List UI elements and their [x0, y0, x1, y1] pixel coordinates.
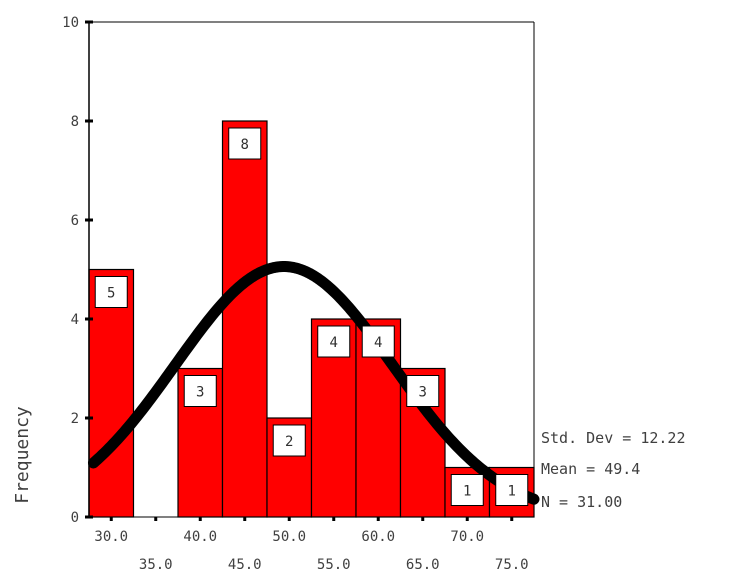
x-tick-label: 55.0 [317, 557, 351, 573]
y-tick-label: 0 [71, 510, 79, 526]
bar-label-box [450, 474, 484, 506]
x-tick-label: 75.0 [495, 557, 529, 573]
bar-label-box [272, 424, 306, 457]
x-tick-label: 40.0 [183, 529, 217, 545]
bar-data-label: 4 [330, 335, 338, 351]
bar-data-label: 2 [285, 434, 293, 450]
bar-label-box [183, 375, 217, 407]
axis-layer [85, 20, 535, 521]
y-tick-label: 2 [71, 411, 79, 427]
x-tick-label: 50.0 [272, 529, 306, 545]
bar-label-box [361, 325, 395, 358]
y-axis-label: Frequency [12, 406, 33, 504]
bar-label-box [317, 325, 351, 358]
bar-data-label: 8 [241, 137, 249, 153]
std-dev-stat: Std. Dev = 12.22 [541, 429, 686, 447]
bar-data-label: 3 [196, 385, 204, 401]
x-tick-label: 60.0 [361, 529, 395, 545]
histogram-bar [88, 268, 135, 518]
x-tick-label: 30.0 [94, 529, 128, 545]
x-tick-label: 35.0 [139, 557, 173, 573]
y-tick-label: 4 [71, 312, 79, 328]
x-tick-label: 65.0 [406, 557, 440, 573]
n-stat: N = 31.00 [541, 493, 622, 511]
bar-data-label: 1 [508, 484, 516, 500]
x-tick-label: 45.0 [228, 557, 262, 573]
bar-data-label: 4 [374, 335, 382, 351]
mean-stat: Mean = 49.4 [541, 460, 640, 478]
normal-curve-layer [87, 261, 540, 505]
bar-label-box [406, 375, 440, 407]
normal-curve [87, 261, 540, 505]
y-tick-label: 6 [71, 213, 79, 229]
y-tick-label: 10 [62, 15, 79, 31]
bar-data-label: 5 [107, 286, 115, 302]
bar-label-box [94, 276, 128, 308]
bar-data-label: 1 [463, 484, 471, 500]
bar-data-label: 3 [419, 385, 427, 401]
y-tick-label: 8 [71, 114, 79, 130]
bar-labels-layer: 5 3 8 2 4 4 3 1 1 [94, 127, 529, 506]
bar-label-box [495, 474, 529, 506]
bar-label-box [228, 127, 262, 160]
tick-labels-layer: 0 2 4 6 8 10 30.0 40.0 50.0 60.0 70.0 35.0 45.0 55.0 6… [62, 15, 528, 573]
x-tick-label: 70.0 [450, 529, 484, 545]
histogram-bar [221, 120, 268, 518]
